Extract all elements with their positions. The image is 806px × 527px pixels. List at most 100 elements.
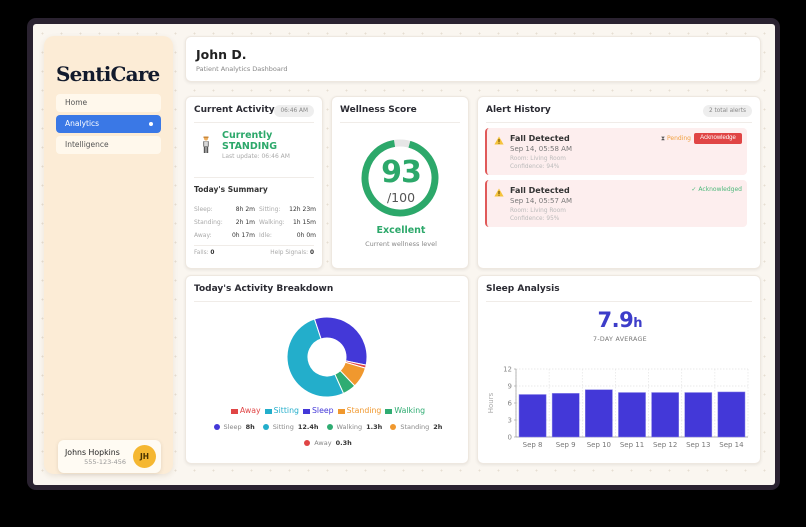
sidebar-item-intelligence[interactable]: Intelligence (56, 136, 161, 154)
alert-title: Fall Detected (510, 134, 570, 143)
color-dot-icon (390, 423, 397, 430)
acknowledge-button[interactable]: Acknowledge (694, 133, 742, 144)
alert-count-badge: 2 total alerts (702, 105, 752, 117)
page-subtitle: Patient Analytics Dashboard (196, 65, 288, 73)
divider (486, 301, 752, 302)
alert-item: Fall Detected Sep 14, 05:58 AM Room: Liv… (485, 128, 747, 175)
legend-item-sitting[interactable]: Sitting (264, 406, 299, 415)
bar-sep-11[interactable] (618, 392, 646, 438)
card-title: Today's Activity Breakdown (194, 284, 334, 294)
bar-sep-13[interactable] (684, 392, 713, 438)
y-tick-label: 9 (508, 383, 512, 391)
wellness-ring (361, 139, 439, 217)
activity-value-away: Away 0.3h (304, 439, 352, 447)
summary-value: 1h 15m (292, 219, 316, 226)
alert-status-label: Pending (667, 135, 691, 142)
bar-sep-8[interactable] (518, 394, 547, 438)
x-tick-label: Sep 14 (719, 441, 744, 449)
sleep-analysis-card: Sleep Analysis 7.9h 7-DAY AVERAGE 0 3 6 9 12… (477, 275, 761, 464)
legend-swatch-icon (385, 408, 393, 414)
summary-value: 0h 0m (296, 232, 316, 239)
patient-name: John D. (196, 47, 247, 62)
divider (194, 245, 314, 246)
bar-sep-10[interactable] (585, 389, 613, 438)
summary-label: Sitting: (259, 206, 281, 213)
wellness-sublabel: Current wellness level (365, 240, 437, 248)
user-phone: 555-123-456 (84, 458, 126, 466)
sidebar-item-analytics[interactable]: Analytics (56, 115, 161, 133)
sidebar-item-label: Analytics (65, 119, 100, 128)
activity-state: STANDING (222, 141, 278, 152)
falls-count: Falls: 0 (194, 250, 214, 256)
falls-value: 0 (210, 250, 215, 256)
alert-time: Sep 14, 05:57 AM (510, 197, 573, 205)
divider (486, 122, 752, 123)
activity-status: Currently (222, 130, 273, 141)
x-tick-label: Sep 9 (556, 441, 576, 449)
help-signals-count: Help Signals: 0 (270, 250, 314, 256)
card-title: Wellness Score (340, 105, 417, 115)
summary-label: Away: (194, 232, 212, 239)
activity-value-standing: Standing 2h (390, 423, 442, 431)
sidebar-item-label: Home (65, 98, 88, 107)
active-indicator-icon (149, 122, 153, 126)
wellness-level: Excellent (376, 225, 426, 236)
bar-sep-14[interactable] (717, 391, 746, 438)
alert-confidence: Confidence: 94% (510, 164, 560, 170)
alert-time: Sep 14, 05:58 AM (510, 145, 573, 153)
summary-row: Standing: 2h 1m Walking: 1h 15m (194, 216, 316, 229)
summary-label: Standing: (194, 219, 223, 226)
activity-value-sleep: Sleep 8h (213, 423, 255, 431)
alert-item: Fall Detected Sep 14, 05:57 AM Room: Liv… (485, 180, 747, 227)
sleep-bar-chart: 0 3 6 9 12 Sep 8 Sep 9 Sep 10 Sep 11 Sep 12 Sep 13… (487, 366, 749, 449)
sleep-average-unit: h (633, 316, 643, 331)
donut-slice-sitting[interactable] (286, 318, 345, 398)
bar-sep-12[interactable] (651, 392, 679, 438)
divider (194, 177, 314, 178)
y-tick-label: 6 (508, 400, 513, 408)
hourglass-icon: ⧗ (660, 135, 666, 142)
user-card[interactable]: Johns Hopkins 555-123-456 JH (58, 440, 161, 473)
sidebar-item-home[interactable]: Home (56, 94, 161, 112)
x-tick-label: Sep 13 (686, 441, 710, 449)
alert-history-card: Alert History 2 total alerts Fall Detect… (477, 96, 761, 269)
card-title: Sleep Analysis (486, 284, 560, 294)
activity-value-list: Away 0.3h (186, 439, 470, 447)
legend-swatch-icon (264, 408, 272, 414)
summary-grid: Sleep: 8h 2m Sitting: 12h 23m Standing: … (194, 203, 316, 242)
x-tick-label: Sep 8 (523, 441, 543, 449)
card-title: Current Activity (194, 105, 275, 115)
divider (194, 122, 314, 123)
legend-item-standing[interactable]: Standing (337, 406, 381, 415)
avatar[interactable]: JH (133, 445, 156, 468)
y-tick-label: 12 (503, 366, 512, 374)
help-signals-label: Help Signals: (270, 250, 309, 256)
help-signals-value: 0 (309, 250, 314, 256)
activity-value-sitting: Sitting 12.4h (262, 423, 319, 431)
sleep-average-value: 7.9 (597, 308, 634, 332)
activity-donut-chart (286, 316, 368, 398)
bar-sep-9[interactable] (551, 393, 580, 438)
summary-label: Sleep: (194, 206, 213, 213)
color-dot-icon (213, 423, 220, 430)
chart-legend: Away Sitting Sleep Standing Walking (186, 406, 470, 415)
summary-title: Today's Summary (194, 185, 268, 194)
color-dot-icon (304, 439, 311, 446)
donut-slice-sleep[interactable] (313, 316, 368, 366)
divider (340, 122, 460, 123)
legend-item-away[interactable]: Away (230, 406, 261, 415)
color-dot-icon (326, 423, 333, 430)
current-activity-card: Current Activity 06:46 AM Currently STAN… (185, 96, 323, 269)
legend-swatch-icon (230, 408, 238, 414)
sleep-average: 7.9h (478, 308, 762, 332)
legend-item-sleep[interactable]: Sleep (302, 406, 334, 415)
summary-label: Idle: (259, 232, 272, 239)
summary-value: 12h 23m (289, 206, 316, 213)
alert-room: Room: Living Room (510, 156, 566, 162)
legend-item-walking[interactable]: Walking (385, 406, 425, 415)
card-title: Alert History (486, 105, 551, 115)
app-logo: SentiCare (56, 62, 160, 86)
x-tick-label: Sep 12 (653, 441, 677, 449)
alert-status-acknowledged: ✓ Acknowledged (691, 186, 742, 193)
sidebar-nav: Home Analytics Intelligence (56, 94, 161, 157)
